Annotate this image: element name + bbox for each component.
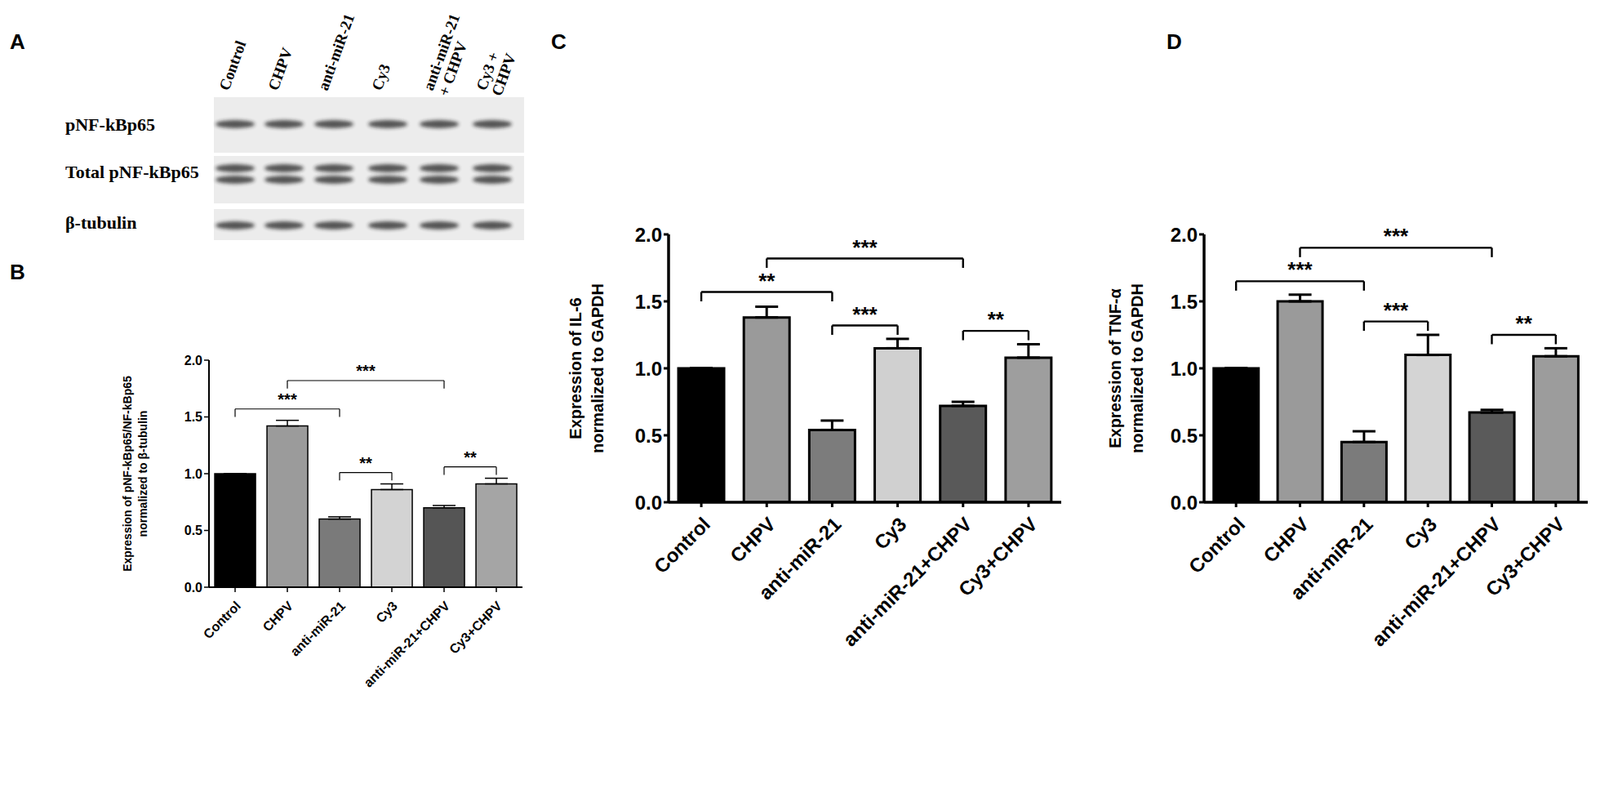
svg-text:**: ** bbox=[463, 448, 477, 467]
html-text:Expression of IL-6: Expression of IL-6 bbox=[566, 297, 585, 439]
svg-text:2.0: 2.0 bbox=[635, 223, 663, 246]
html-text:Expression of TNF-α: Expression of TNF-α bbox=[1106, 288, 1125, 448]
svg-text:Control: Control bbox=[1184, 512, 1249, 578]
svg-text:anti-miR-21+CHPV: anti-miR-21+CHPV bbox=[360, 598, 453, 690]
svg-text:***: *** bbox=[277, 390, 298, 409]
svg-text:0.0: 0.0 bbox=[635, 491, 663, 514]
svg-text:0.0: 0.0 bbox=[184, 580, 203, 595]
svg-text:Control: Control bbox=[649, 512, 715, 578]
svg-text:anti-miR-21+ CHPV: anti-miR-21+ CHPV bbox=[419, 11, 479, 98]
svg-text:***: *** bbox=[852, 235, 878, 260]
svg-text:CHPV: CHPV bbox=[1258, 512, 1313, 567]
svg-text:CHPV: CHPV bbox=[260, 598, 297, 635]
svg-text:anti-miR-21+CHPV: anti-miR-21+CHPV bbox=[1367, 512, 1505, 651]
svg-text:***: *** bbox=[1383, 223, 1409, 249]
svg-text:anti-miR-21+CHPV: anti-miR-21+CHPV bbox=[838, 512, 977, 651]
svg-text:CHPV: CHPV bbox=[264, 44, 296, 93]
html-text:D: D bbox=[1166, 29, 1182, 54]
svg-text:CHPV: CHPV bbox=[725, 512, 780, 567]
html-text:normalized to β-tubulin: normalized to β-tubulin bbox=[136, 410, 150, 537]
svg-text:Cy3: Cy3 bbox=[1400, 512, 1441, 554]
svg-text:0.5: 0.5 bbox=[635, 424, 663, 447]
svg-text:β-tubulin: β-tubulin bbox=[65, 212, 137, 233]
svg-text:Cy3 +CHPV: Cy3 +CHPV bbox=[472, 44, 520, 98]
svg-text:Control: Control bbox=[200, 598, 244, 641]
svg-text:anti-miR-21: anti-miR-21 bbox=[287, 598, 348, 659]
svg-text:Cy3: Cy3 bbox=[869, 512, 911, 554]
html-text:normalized to GAPDH: normalized to GAPDH bbox=[1128, 283, 1147, 453]
svg-text:***: *** bbox=[852, 302, 878, 327]
svg-text:**: ** bbox=[1515, 311, 1534, 336]
svg-text:anti-miR-21: anti-miR-21 bbox=[314, 11, 358, 93]
svg-text:0.5: 0.5 bbox=[1170, 424, 1198, 447]
svg-text:***: *** bbox=[1287, 257, 1313, 282]
svg-text:2.0: 2.0 bbox=[184, 353, 203, 368]
svg-text:2.0: 2.0 bbox=[1170, 223, 1198, 246]
svg-text:1.5: 1.5 bbox=[635, 290, 663, 313]
svg-text:Cy3+CHPV: Cy3+CHPV bbox=[446, 598, 505, 657]
html-text:C: C bbox=[551, 29, 567, 54]
svg-text:***: *** bbox=[355, 361, 376, 380]
svg-text:Cy3: Cy3 bbox=[368, 61, 394, 93]
html-text:B: B bbox=[9, 259, 26, 285]
svg-text:1.0: 1.0 bbox=[184, 466, 203, 481]
svg-text:anti-miR-21: anti-miR-21 bbox=[754, 512, 846, 605]
svg-text:0.5: 0.5 bbox=[184, 523, 203, 538]
svg-text:Cy3+CHPV: Cy3+CHPV bbox=[954, 512, 1042, 600]
svg-text:pNF-kBp65: pNF-kBp65 bbox=[65, 114, 156, 135]
svg-text:Cy3+CHPV: Cy3+CHPV bbox=[1481, 512, 1569, 600]
svg-text:Cy3: Cy3 bbox=[373, 598, 400, 626]
html-text:normalized to GAPDH: normalized to GAPDH bbox=[588, 283, 607, 453]
svg-text:**: ** bbox=[987, 306, 1005, 332]
svg-text:1.0: 1.0 bbox=[1170, 357, 1198, 380]
svg-text:Total pNF-kBp65: Total pNF-kBp65 bbox=[65, 161, 200, 183]
svg-text:1.5: 1.5 bbox=[1170, 290, 1198, 313]
html-text:A: A bbox=[9, 29, 26, 54]
svg-text:0.0: 0.0 bbox=[1170, 491, 1198, 514]
svg-text:1.0: 1.0 bbox=[635, 357, 663, 380]
html-text:Expression of pNF-kBp65/NF-kBp: Expression of pNF-kBp65/NF-kBp65 bbox=[120, 375, 134, 572]
svg-text:Control: Control bbox=[215, 38, 249, 93]
svg-text:**: ** bbox=[359, 453, 373, 472]
svg-text:1.5: 1.5 bbox=[184, 409, 203, 424]
svg-text:***: *** bbox=[1383, 297, 1409, 323]
svg-text:**: ** bbox=[758, 268, 776, 294]
svg-text:anti-miR-21: anti-miR-21 bbox=[1285, 512, 1378, 605]
